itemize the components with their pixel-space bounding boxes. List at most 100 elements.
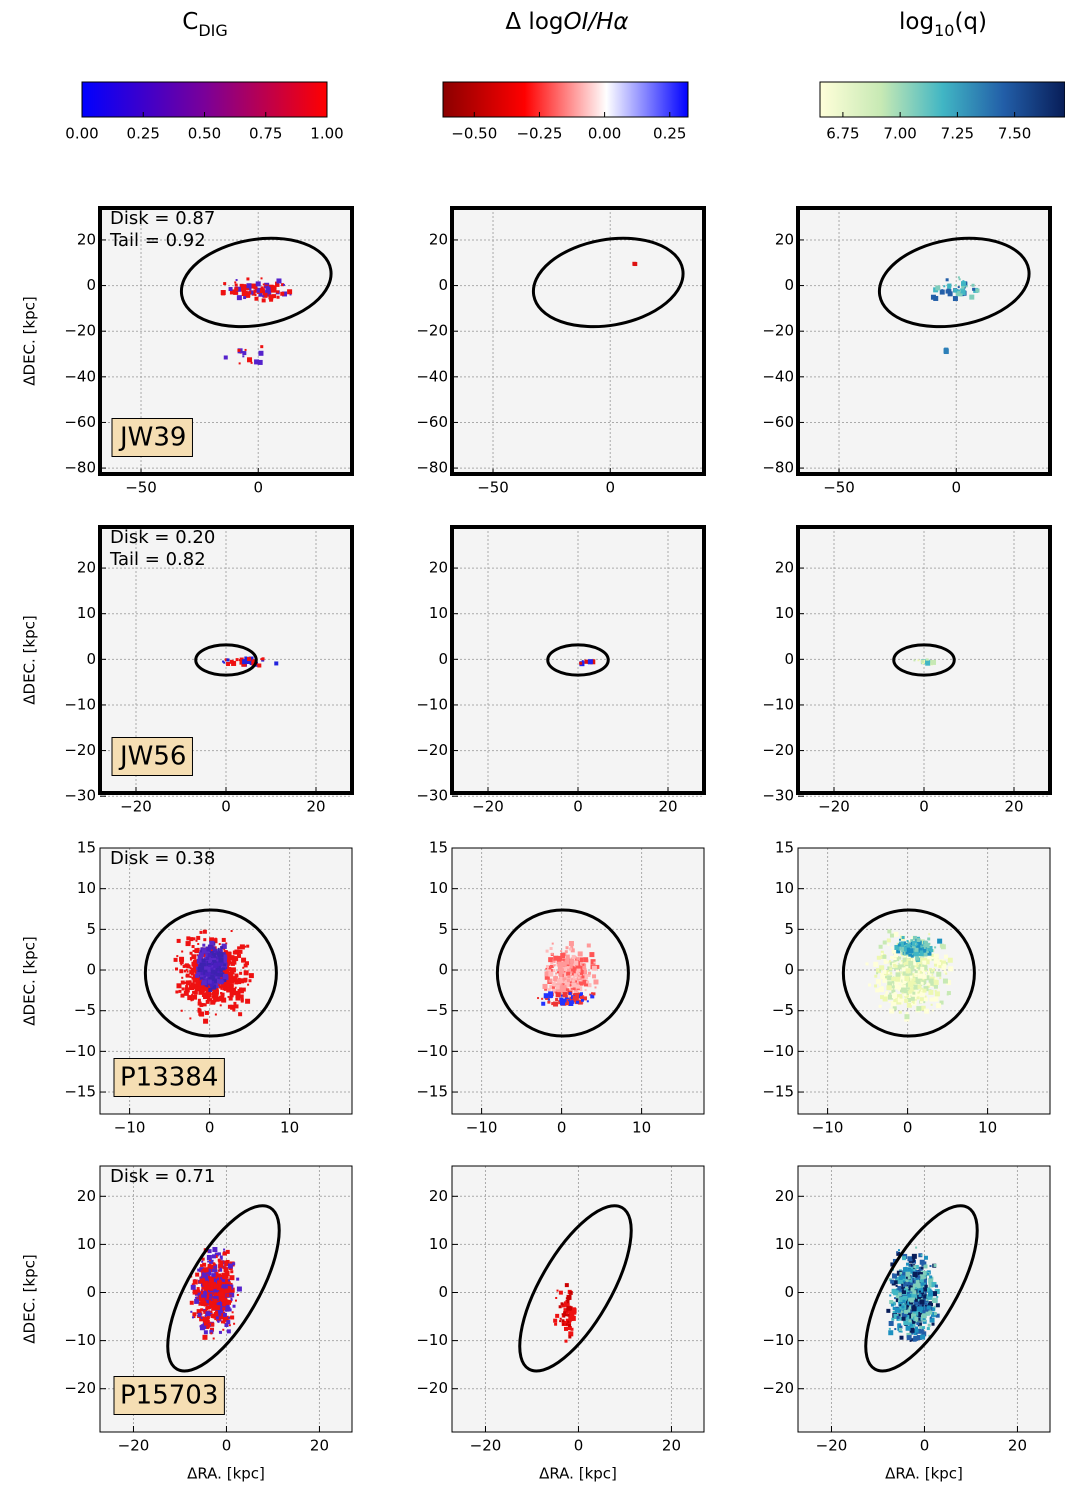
pixel <box>198 1295 201 1298</box>
pixel <box>197 1268 201 1272</box>
pixel <box>544 974 550 980</box>
pixel <box>894 975 897 978</box>
pixel <box>568 1290 573 1295</box>
pixel <box>902 1270 908 1276</box>
pixel <box>201 948 207 954</box>
pixel <box>202 1258 205 1261</box>
pixel <box>874 984 878 988</box>
pixel <box>239 987 243 991</box>
pixel <box>963 285 966 288</box>
panel-frame <box>451 1165 705 1433</box>
pixel <box>905 1279 909 1283</box>
pixel <box>576 968 581 973</box>
pixel <box>923 957 928 962</box>
pixel <box>894 1297 897 1300</box>
pixel <box>209 1329 214 1334</box>
pixel <box>219 1255 223 1259</box>
pixel <box>576 1000 580 1004</box>
pixel <box>587 973 591 977</box>
y-tick-label: −5 <box>772 1001 794 1019</box>
y-tick-label: −5 <box>74 1001 96 1019</box>
pixel <box>199 1325 202 1328</box>
pixel <box>258 350 264 356</box>
pixel <box>547 998 550 1001</box>
pixel <box>902 1295 908 1301</box>
x-tick-label: 20 <box>662 1437 681 1455</box>
pixel <box>209 1293 213 1297</box>
pixel <box>234 986 237 989</box>
pixel <box>207 1292 210 1295</box>
pixel <box>219 1260 224 1265</box>
panel-frame <box>450 525 706 795</box>
pixel <box>208 1300 213 1305</box>
pixel <box>204 966 209 971</box>
pixel <box>898 1316 903 1321</box>
y-tick-label: 0 <box>784 650 794 668</box>
galaxy-label: JW39 <box>118 423 186 453</box>
pixel <box>208 987 213 992</box>
pixel <box>202 1262 207 1267</box>
pixel <box>914 1302 919 1307</box>
pixel <box>924 1276 927 1279</box>
pixel <box>198 979 201 982</box>
pixel <box>185 984 188 987</box>
pixel <box>556 978 562 984</box>
pixel <box>206 960 212 966</box>
pixel <box>204 1321 209 1326</box>
pixel <box>933 963 937 967</box>
pixel <box>180 993 185 998</box>
x-tick-label: 10 <box>280 1119 299 1137</box>
pixel <box>933 1312 937 1316</box>
pixel <box>210 999 216 1005</box>
pixel <box>201 1286 205 1290</box>
pixel <box>889 992 892 995</box>
pixel <box>227 1263 233 1269</box>
pixel <box>899 1304 902 1307</box>
pixel <box>572 1307 577 1312</box>
pixel <box>919 1274 925 1280</box>
pixel <box>905 958 911 964</box>
pixel <box>205 972 210 977</box>
pixel <box>201 1268 204 1271</box>
pixel <box>916 943 919 946</box>
pixel <box>197 1007 201 1011</box>
pixel <box>210 1282 216 1288</box>
pixel <box>208 1259 211 1262</box>
pixel <box>239 657 244 662</box>
pixel <box>244 979 248 983</box>
pixel <box>912 991 916 995</box>
pixel <box>225 1304 230 1309</box>
y-tick-label: 10 <box>77 1235 96 1253</box>
pixel <box>214 967 217 970</box>
colorbar-tick-label: 0.75 <box>249 125 282 143</box>
y-tick-label: −40 <box>762 367 794 385</box>
pixel <box>553 1001 559 1007</box>
pixel <box>206 1315 210 1319</box>
pixel <box>253 285 258 290</box>
pixel <box>254 359 260 365</box>
pixel <box>209 937 215 943</box>
x-tick-label: 0 <box>557 1119 567 1137</box>
y-tick-label: 0 <box>86 650 96 668</box>
pixel <box>242 351 247 356</box>
pixel <box>217 1258 221 1262</box>
pixel <box>204 1010 209 1015</box>
pixel <box>211 996 214 999</box>
pixel <box>200 970 206 976</box>
pixel <box>215 1310 219 1314</box>
pixel <box>906 1002 912 1008</box>
pixel <box>266 291 272 297</box>
pixel <box>916 1292 919 1295</box>
pixel <box>917 947 923 953</box>
pixel <box>192 978 197 983</box>
pixel <box>199 930 203 934</box>
pixel <box>234 1299 237 1302</box>
pixel <box>232 1262 236 1266</box>
pixel <box>944 954 949 959</box>
pixel <box>205 1311 211 1317</box>
pixel <box>932 1291 938 1297</box>
pixel <box>899 1295 902 1298</box>
pixel <box>193 990 198 995</box>
y-tick-label: 20 <box>775 230 794 248</box>
pixel <box>214 1272 219 1277</box>
